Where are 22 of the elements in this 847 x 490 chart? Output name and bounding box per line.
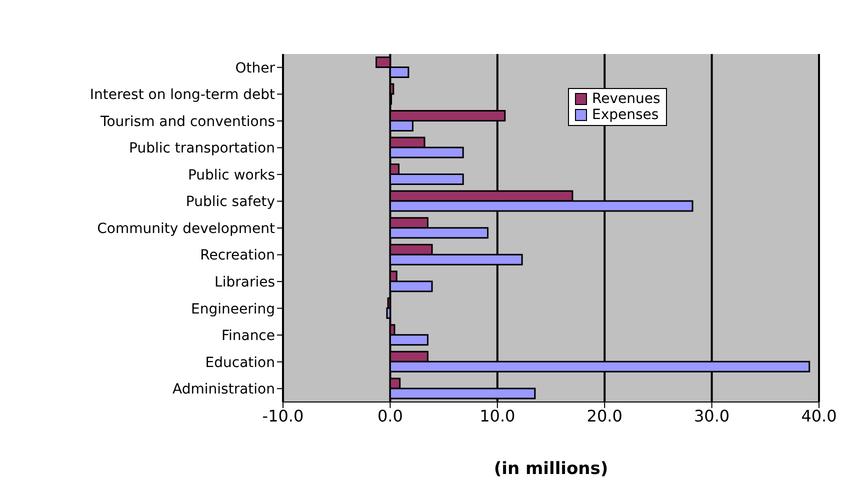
- y-tick-label: Public works: [188, 167, 275, 184]
- y-tick-label: Interest on long-term debt: [90, 87, 276, 104]
- x-tick-label: 20.0: [586, 406, 622, 426]
- y-tick-label: Public transportation: [129, 140, 275, 157]
- x-tick-label: 30.0: [694, 406, 730, 426]
- y-tick-label: Engineering: [191, 301, 275, 318]
- y-tick-label: Education: [205, 354, 275, 371]
- y-tick-label: Other: [235, 60, 276, 76]
- y-tick-label: Recreation: [200, 248, 275, 264]
- x-tick-label: 0.0: [377, 406, 403, 426]
- y-tick-label: Tourism and conventions: [100, 114, 275, 130]
- y-tick-label: Administration: [172, 382, 275, 398]
- x-tick-label: 10.0: [480, 406, 516, 426]
- y-tick-label: Community development: [97, 220, 276, 237]
- x-tick-label: -10.0: [262, 406, 304, 426]
- y-tick-label: Libraries: [214, 274, 275, 291]
- x-axis-title: (in millions): [494, 459, 608, 479]
- y-tick-label: Finance: [221, 328, 275, 344]
- y-tick-label: Public safety: [186, 194, 275, 210]
- legend-label: Revenues: [592, 91, 660, 107]
- x-tick-label: 40.0: [801, 406, 837, 426]
- legend-label: Expenses: [592, 107, 659, 123]
